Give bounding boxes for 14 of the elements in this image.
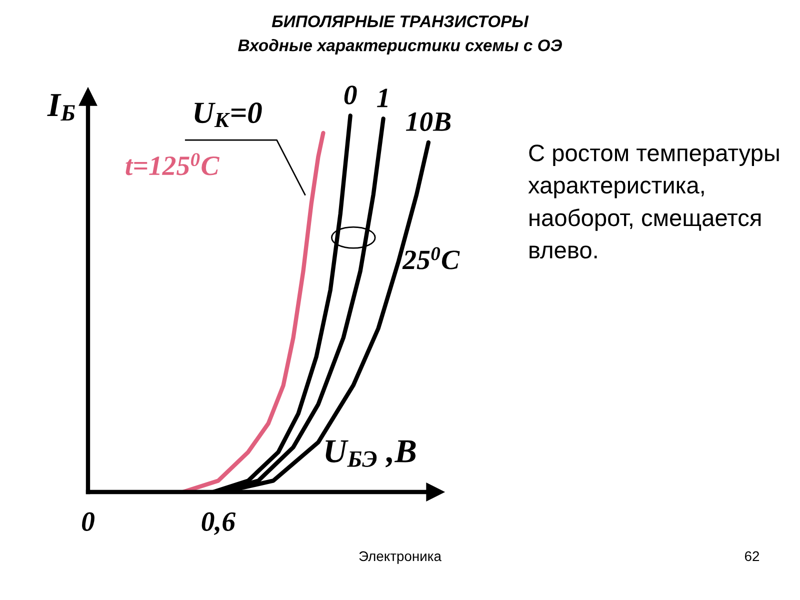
series-label: 0 (344, 86, 357, 104)
text: 62 (744, 551, 760, 562)
annotation: U$_{К}$=0 (194, 102, 262, 128)
chart-title: БИПОЛЯРНЫЕ ТРАНЗИСТОРЫ (272, 15, 529, 28)
series-label: 10B (406, 112, 451, 132)
series-label: 1 (377, 88, 388, 108)
chart-subtitle: Входные характеристики схемы с ОЭ (238, 39, 562, 55)
x-axis-title: U$_{БЭ}$ ,B (326, 440, 416, 468)
text: t=125$^{0}$C (126, 153, 220, 176)
text: Электроника (359, 551, 442, 564)
y-axis-title: I$_{Б}$ (47, 94, 75, 121)
annotation: 25$^{0}$C (402, 247, 460, 270)
x-tick-label: 0,6 (202, 512, 236, 536)
text: С ростом температуры характеристика, наоборот, смещается влево. (528, 144, 779, 259)
